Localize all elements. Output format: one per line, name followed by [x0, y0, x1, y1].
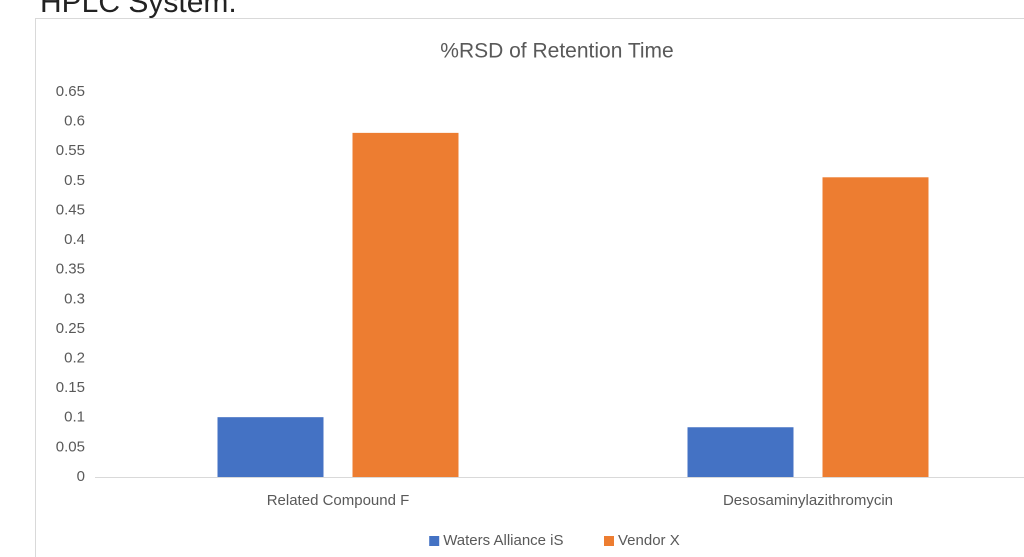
x-tick-label: Desosaminylazithromycin — [723, 492, 893, 509]
bar — [217, 417, 324, 477]
y-tick-label: 0.25 — [56, 320, 85, 337]
page-heading: HPLC System. — [40, 0, 237, 19]
y-tick-label: 0 — [77, 468, 85, 485]
y-tick-label: 0.55 — [56, 142, 85, 159]
bar — [352, 132, 459, 477]
legend-swatch — [429, 536, 440, 546]
y-tick-label: 0.3 — [64, 290, 85, 307]
y-tick-label: 0.1 — [64, 409, 85, 426]
y-tick-label: 0.4 — [64, 231, 85, 248]
y-tick-label: 0.05 — [56, 438, 85, 455]
legend-label: Waters Alliance iS — [443, 532, 563, 549]
y-tick-label: 0.5 — [64, 172, 85, 189]
y-tick-label: 0.45 — [56, 201, 85, 218]
chart-title: %RSD of Retention Time — [440, 40, 673, 63]
y-tick-label: 0.65 — [56, 83, 85, 100]
legend-label: Vendor X — [618, 532, 680, 549]
y-tick-label: 0.6 — [64, 113, 85, 130]
bar — [687, 427, 794, 477]
bar — [822, 177, 929, 478]
legend-swatch — [604, 536, 614, 546]
x-tick-label: Related Compound F — [267, 492, 410, 509]
y-tick-label: 0.35 — [56, 261, 85, 278]
y-tick-label: 0.2 — [64, 350, 85, 367]
y-tick-label: 0.15 — [56, 379, 85, 396]
